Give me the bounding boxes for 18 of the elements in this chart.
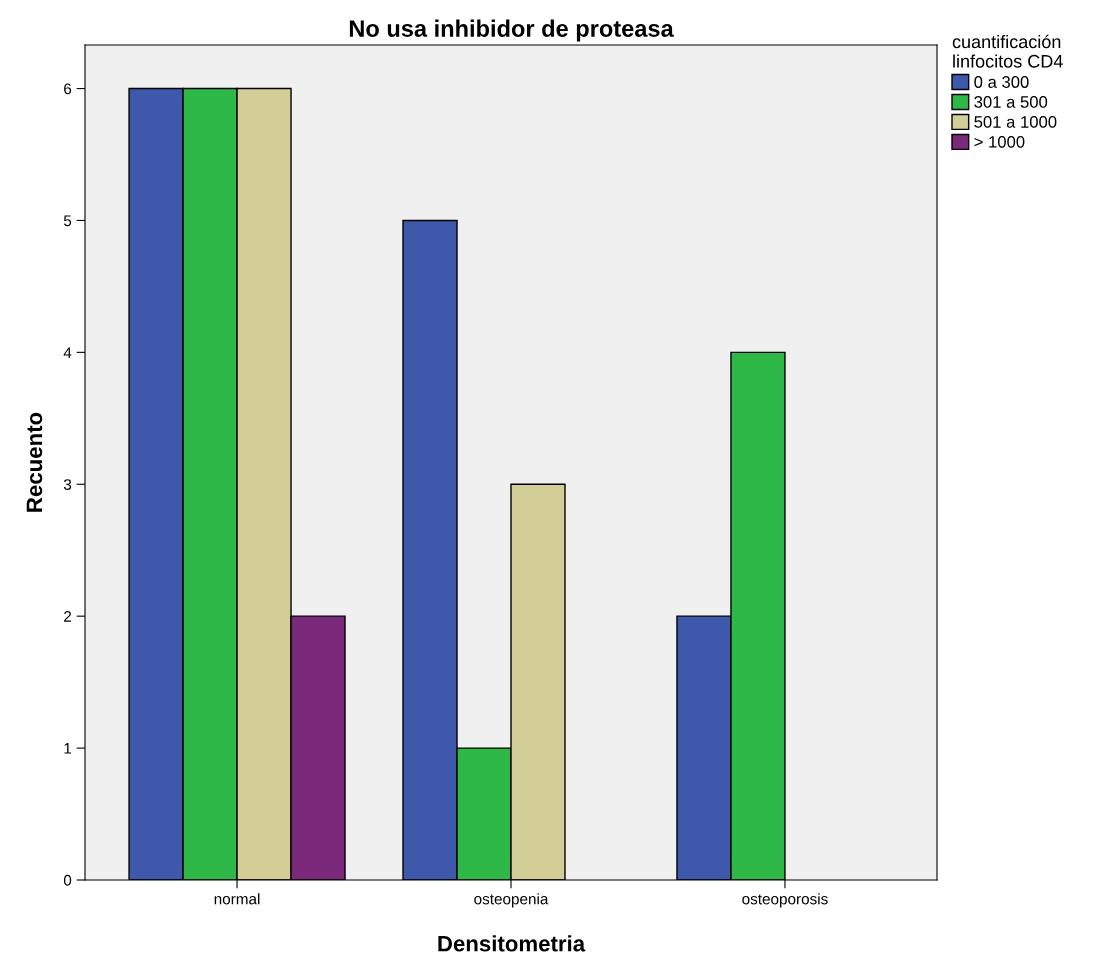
y-tick-label: 5: [63, 215, 72, 227]
y-tick-label: 4: [63, 347, 72, 358]
y-tick-label: 2: [64, 611, 72, 622]
legend-label: 301 a 500: [974, 96, 1048, 108]
y-tick-label: 3: [63, 479, 72, 490]
legend-label: 0 a 300: [974, 76, 1029, 88]
y-tick-label: 0: [63, 874, 72, 886]
y-tick-label: 6: [64, 83, 72, 95]
legend-label: 501 a 1000: [974, 116, 1057, 128]
y-tick-label: 1: [64, 743, 72, 754]
x-tick-label: osteoporosis: [742, 893, 828, 908]
x-tick-label: osteopenia: [474, 893, 549, 908]
y-axis-title: Recuento: [26, 412, 43, 512]
chart-title: No usa inhibidor de proteasa: [349, 19, 674, 42]
legend-label: > 1000: [974, 135, 1025, 148]
x-axis-title: Densitometria: [438, 935, 586, 952]
legend-title: cuantificación linfocitos CD4: [952, 34, 1063, 68]
x-tick-label: normal: [214, 893, 260, 905]
